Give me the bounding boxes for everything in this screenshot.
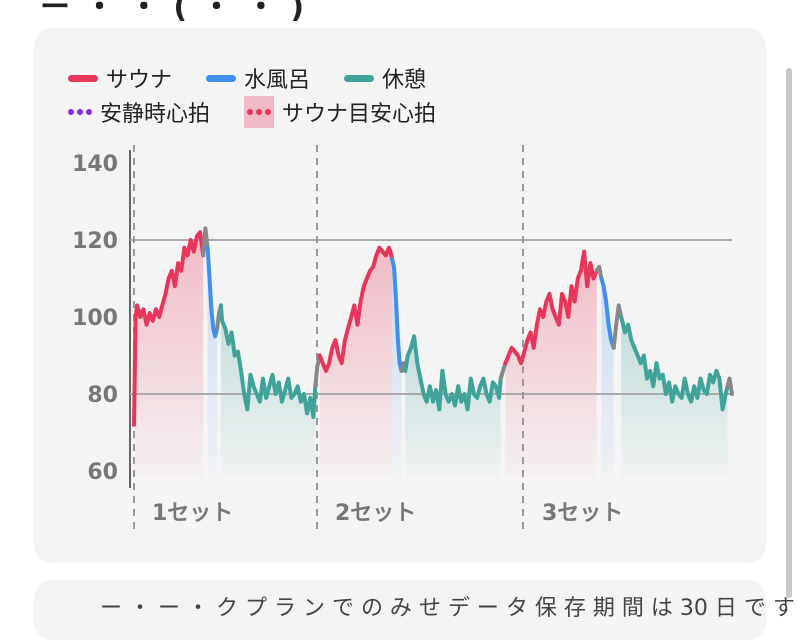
legend-label-cold: 水風呂 [244, 68, 311, 93]
legend-swatch-rest [344, 74, 375, 82]
set-label-1: 1セット [152, 501, 233, 526]
series-line-sauna-0 [132, 230, 206, 427]
series-line-sauna-11 [503, 249, 599, 366]
series-line-cold-7 [390, 257, 404, 373]
series-line-transition-1 [201, 226, 210, 258]
series-lines [132, 226, 734, 427]
legend-item-rest: 休憩 [344, 62, 426, 94]
area-rest-9 [405, 336, 501, 478]
area-cold-13 [601, 278, 614, 478]
axis-labels: 140 120 100 80 60 1セット 2セット 3セット [72, 152, 623, 526]
area-sauna-11 [505, 251, 597, 478]
header-title-cut: ー ・ ・ ( ・ ・ ) [40, 0, 307, 25]
series-line-transition-16 [725, 376, 734, 396]
legend-label-rest: 休憩 [382, 68, 427, 93]
series-line-rest-4 [218, 303, 318, 420]
legend-label-target-hr: サウナ目安心拍 [282, 102, 437, 127]
legend-swatch-resting-hr [68, 109, 92, 115]
plan-notice-text-cut: ー ・ ー ・ ク プ ラ ン で の み せ デ ー タ 保 存 期 間 は … [100, 596, 795, 621]
series-line-cold-13 [599, 276, 616, 350]
series-line-transition-14 [611, 303, 624, 350]
y-tick-label-140: 140 [72, 152, 118, 177]
legend-swatch-sauna [68, 74, 98, 82]
legend-label-sauna: サウナ [106, 68, 173, 93]
series-line-rest-15 [619, 315, 730, 412]
y-tick-label-100: 100 [72, 306, 118, 331]
y-tick-label-80: 80 [87, 383, 118, 408]
area-sauna-0 [134, 232, 204, 478]
legend-label-resting-hr: 安静時心拍 [100, 102, 211, 127]
legend-item-cold: 水風呂 [206, 62, 310, 94]
heart-rate-chart: 140 120 100 80 60 1セット 2セット 3セット [72, 145, 734, 530]
series-line-cold-2 [205, 245, 220, 339]
series-line-transition-5 [313, 353, 322, 389]
series-line-transition-10 [498, 361, 508, 381]
y-tick-label-60: 60 [87, 460, 118, 485]
area-sauna-6 [319, 247, 393, 478]
series-line-transition-12 [594, 264, 604, 281]
legend-swatch-cold [206, 74, 237, 82]
legend-item-resting-hr: 安静時心拍 [68, 96, 210, 128]
y-tick-label-120: 120 [72, 229, 118, 254]
legend-item-sauna: サウナ [68, 62, 172, 94]
set-label-2: 2セット [335, 501, 416, 526]
legend-item-target-hr: サウナ目安心拍 [244, 96, 436, 128]
scrollbar[interactable] [786, 68, 792, 598]
series-line-sauna-6 [317, 245, 395, 373]
series-line-rest-9 [403, 334, 503, 412]
area-cold-7 [392, 259, 402, 478]
legend-swatch-target-hr [244, 96, 275, 128]
set-label-3: 3セット [542, 501, 623, 526]
